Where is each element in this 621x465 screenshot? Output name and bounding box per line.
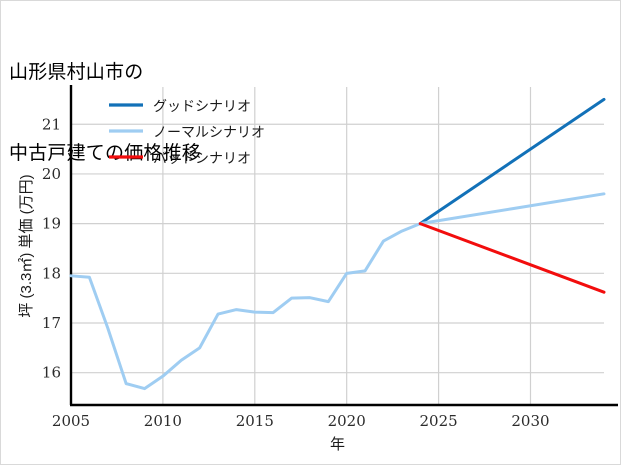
y-tick-label-21: 21 [42, 115, 61, 133]
chart-title-line-1: 山形県村山市の [9, 62, 144, 83]
x-tick-label-2020: 2020 [328, 412, 366, 430]
y-tick-label-18: 18 [42, 264, 61, 282]
chart-title-line-2: 中古戸建ての価格推移 [9, 143, 202, 164]
x-tick-label-2005: 2005 [52, 412, 90, 430]
legend-label-ノーマルシナリオ: ノーマルシナリオ [153, 124, 265, 140]
x-tick-label-2010: 2010 [144, 412, 182, 430]
x-tick-label-2030: 2030 [511, 412, 549, 430]
grid-lines [71, 87, 604, 405]
x-axis-ticks: 2005 2010 2015 2020 2025 2030 [52, 412, 550, 430]
y-tick-label-20: 20 [42, 165, 61, 183]
legend-label-バッドシナリオ: バッドシナリオ [153, 150, 251, 166]
series-line-グッドシナリオ [418, 97, 606, 226]
x-tick-label-2025: 2025 [419, 412, 457, 430]
y-axis-title: 坪 (3.3㎡) 単価 (万円) [18, 174, 35, 317]
legend-label-グッドシナリオ: グッドシナリオ [153, 98, 251, 114]
y-tick-label-19: 19 [42, 215, 61, 233]
y-axis-ticks: 16 17 18 19 20 21 [42, 115, 61, 381]
x-tick-label-2015: 2015 [236, 412, 274, 430]
y-tick-label-16: 16 [42, 364, 61, 382]
data-series [69, 97, 606, 391]
x-axis-title: 年 [330, 436, 345, 453]
series-line-バッドシナリオ [418, 222, 606, 294]
axis-spines [69, 85, 618, 407]
y-tick-label-17: 17 [42, 314, 61, 332]
chart-title: 山形県村山市の 中古戸建ての価格推移 [9, 5, 201, 221]
series-line-ノーマルシナリオ [69, 192, 606, 391]
